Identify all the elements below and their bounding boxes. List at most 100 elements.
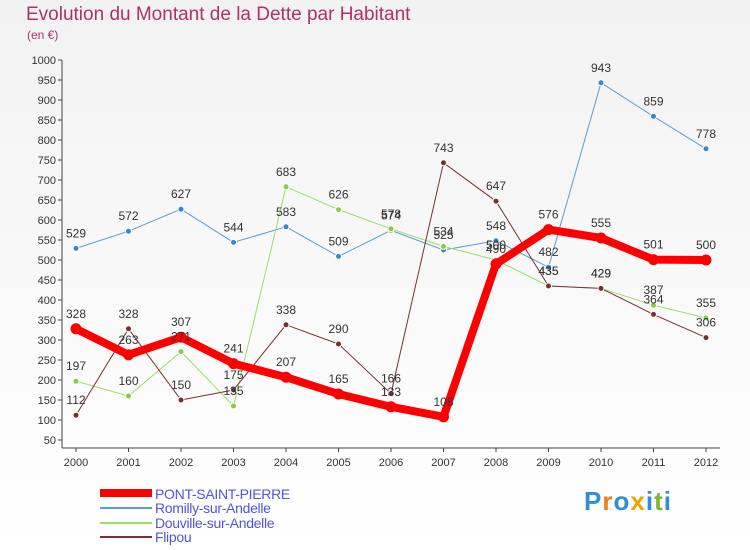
y-tick-label: 950 [38,75,56,87]
data-label: 683 [276,165,296,179]
x-tick-label: 2001 [116,457,140,469]
legend-swatch [100,522,152,524]
data-label: 525 [433,228,453,242]
y-tick-label: 700 [38,175,56,187]
data-point [282,223,290,231]
data-label: 576 [538,208,558,222]
y-tick-label: 450 [38,275,56,287]
data-point [387,225,395,233]
data-point [650,310,657,318]
data-label: 509 [328,234,348,248]
data-point [595,232,607,244]
data-point [72,411,80,419]
data-label: 555 [591,216,611,230]
data-label: 544 [223,220,243,234]
data-point [438,411,449,423]
y-tick-label: 50 [44,435,56,447]
data-point [177,205,185,213]
data-point [175,331,187,343]
data-point [597,284,605,292]
data-label: 241 [223,342,243,356]
data-point [440,159,447,167]
data-point [387,390,395,398]
data-label: 435 [538,264,558,278]
data-label: 501 [643,238,663,252]
data-label: 328 [118,307,138,321]
chart-subtitle: (en €) [27,28,59,42]
legend-label: PONT-SAINT-PIERRE [155,486,290,502]
x-tick-label: 2005 [326,457,350,469]
data-label: 175 [223,368,243,382]
data-point [125,227,132,235]
x-tick-label: 2006 [379,457,403,469]
x-tick-label: 2004 [274,457,298,469]
data-label: 207 [276,355,296,369]
y-tick-label: 400 [38,295,56,307]
data-label: 166 [381,372,401,386]
data-point [125,392,132,400]
data-point [282,183,290,191]
data-point [177,396,185,404]
x-tick-label: 2007 [431,457,455,469]
data-point [333,388,344,400]
y-tick-label: 300 [38,335,56,347]
y-tick-label: 650 [38,195,56,207]
data-label: 647 [486,179,506,193]
data-label: 429 [591,266,611,280]
y-tick-label: 500 [38,255,56,267]
data-label: 387 [643,283,663,297]
data-point [492,197,500,205]
data-point [230,238,237,246]
data-label: 112 [66,393,85,407]
y-tick-label: 900 [38,95,56,107]
data-label: 429 [591,266,611,280]
data-point [230,402,237,410]
data-point [545,263,552,271]
data-label: 355 [696,296,716,310]
data-label: 271 [171,330,191,344]
legend-label: Flipou [155,529,192,545]
data-label: 328 [66,307,86,321]
data-label: 165 [328,372,348,386]
data-point [440,242,447,250]
data-point [72,244,80,252]
data-label: 500 [696,238,716,252]
y-tick-label: 200 [38,375,56,387]
legend-swatch [100,489,152,497]
data-label: 583 [276,205,296,219]
data-label: 263 [118,333,138,347]
x-tick-label: 2000 [64,457,88,469]
y-tick-label: 800 [38,135,56,147]
data-label: 574 [381,208,401,222]
data-label: 534 [433,224,453,238]
data-label: 548 [486,219,506,233]
data-point [702,334,710,342]
data-label: 482 [538,245,558,259]
data-point [597,79,605,87]
data-point [228,358,239,370]
data-point [72,377,80,385]
y-tick-label: 600 [38,215,56,227]
data-point [123,349,134,361]
y-tick-label: 150 [38,395,56,407]
data-point [335,340,342,348]
y-tick-label: 250 [38,355,56,367]
data-label: 133 [381,385,401,399]
brand-letter: x [630,486,646,516]
chart-title: Evolution du Montant de la Dette par Hab… [26,4,411,25]
data-point [125,325,132,333]
data-label: 943 [591,61,611,75]
brand-logo: Proxiti [584,486,672,517]
data-point [700,254,712,266]
data-point [648,254,659,266]
data-label: 529 [66,226,86,240]
legend-swatch [100,536,152,538]
brand-letter: P [584,486,603,516]
legend-label: Douville-sur-Andelle [155,515,275,531]
data-point [492,237,500,245]
data-label: 500 [486,238,506,252]
legend-swatch [100,507,152,509]
data-label: 572 [118,209,138,223]
